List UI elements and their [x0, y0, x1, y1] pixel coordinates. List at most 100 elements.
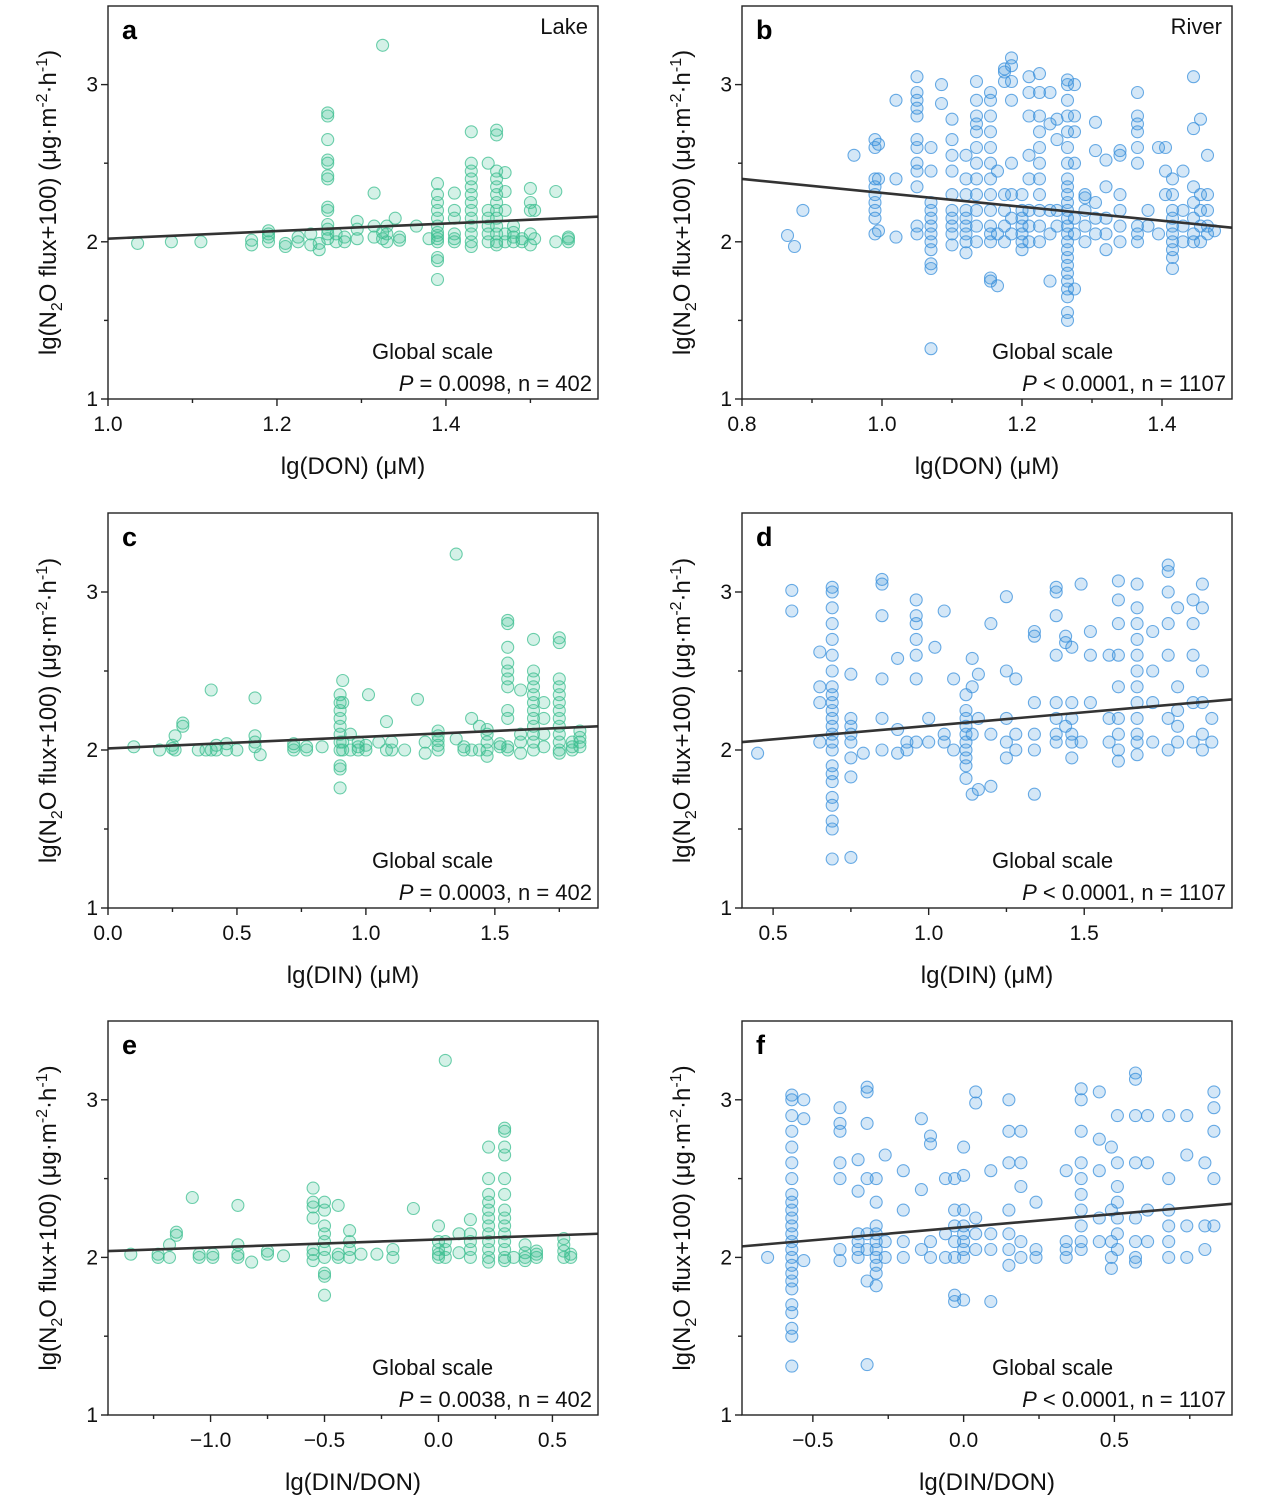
data-point	[1171, 703, 1185, 718]
data-point	[797, 1254, 811, 1268]
data-point	[1059, 1164, 1073, 1178]
data-point	[868, 172, 882, 186]
data-point	[321, 169, 335, 183]
data-point	[573, 735, 587, 749]
data-point	[1146, 624, 1160, 639]
data-point	[1180, 1109, 1194, 1123]
panel-e: 123−1.0 −0.5 0.0 0.5lg(DIN/DON)lg(N2O flux+…	[34, 1020, 599, 1496]
data-point	[317, 1219, 332, 1233]
data-point	[999, 751, 1013, 765]
data-point	[438, 1053, 452, 1067]
data-point	[245, 1255, 259, 1269]
data-point	[1162, 1109, 1176, 1123]
data-point	[482, 1140, 496, 1154]
data-point	[957, 1203, 971, 1217]
data-point	[1193, 188, 1208, 202]
data-point	[317, 1266, 332, 1280]
data-point	[194, 235, 208, 249]
x-tick-label: 0.5	[1100, 1429, 1129, 1452]
data-point	[1032, 85, 1047, 100]
y-label-part: O flux+100) (μg·m	[35, 1123, 62, 1318]
data-point	[498, 1121, 512, 1135]
data-point	[1193, 112, 1208, 126]
data-point	[959, 148, 973, 162]
data-point	[922, 735, 936, 749]
data-point	[1128, 1066, 1143, 1080]
x-tick-label: 1.0	[914, 922, 943, 945]
x-tick-label: 0.5	[538, 1429, 567, 1452]
data-point	[910, 85, 924, 100]
regression-line	[742, 698, 1232, 744]
y-label-part: lg(N	[669, 1327, 696, 1371]
data-point	[1065, 696, 1079, 710]
data-point	[231, 1250, 245, 1264]
data-point	[343, 1224, 357, 1238]
data-point	[1043, 85, 1057, 100]
x-tick-label: 1.5	[480, 922, 509, 945]
y-tick-label: 2	[720, 231, 732, 254]
data-point	[896, 1203, 910, 1217]
data-point	[1162, 1250, 1176, 1264]
x-tick-label: 1.0	[351, 922, 380, 945]
plot-frame	[741, 1020, 1233, 1416]
data-point	[1002, 1124, 1016, 1138]
y-label-part: O flux+100) (μg·m	[35, 616, 62, 811]
data-point	[306, 1211, 320, 1225]
data-point	[914, 1112, 928, 1126]
data-point	[564, 1247, 578, 1261]
panel-type-label: River	[1171, 14, 1222, 39]
data-point	[1130, 632, 1144, 646]
data-point	[1186, 122, 1201, 136]
data-point	[490, 123, 504, 137]
data-point	[1130, 664, 1144, 678]
data-point	[948, 1250, 962, 1264]
data-point	[1130, 748, 1144, 762]
data-point	[231, 1247, 245, 1261]
panel-letter: c	[122, 522, 137, 552]
data-point	[875, 672, 889, 686]
data-point	[1198, 1219, 1212, 1233]
data-point	[206, 1250, 220, 1264]
data-point	[1186, 648, 1200, 662]
data-point	[321, 203, 335, 217]
x-tick-label: 0.5	[759, 922, 788, 945]
data-point	[896, 1250, 910, 1264]
data-point	[1014, 1156, 1028, 1170]
data-point	[889, 172, 903, 186]
data-point	[1165, 188, 1180, 202]
data-point	[1180, 1250, 1194, 1264]
data-point	[1110, 1242, 1124, 1257]
stat-text: < 0.0001, n = 1107	[1037, 371, 1226, 396]
plot-frame	[107, 1020, 599, 1416]
data-point	[1141, 203, 1155, 217]
data-point	[379, 715, 394, 729]
data-point	[418, 735, 432, 749]
data-point	[871, 172, 886, 186]
annotation-stats: P < 0.0001, n = 1107	[1022, 880, 1226, 905]
y-tick-label: 2	[720, 1246, 732, 1269]
y-label-part: 2	[683, 810, 700, 819]
data-point	[1074, 1124, 1088, 1138]
data-point	[1022, 109, 1036, 123]
data-point	[1128, 1250, 1143, 1264]
regression-line	[108, 215, 598, 240]
data-point	[1004, 188, 1019, 202]
data-point	[1074, 577, 1088, 591]
data-point	[751, 746, 765, 760]
data-point	[787, 239, 802, 254]
data-point	[945, 203, 959, 217]
data-point	[875, 609, 889, 623]
data-point	[1027, 727, 1041, 741]
plot-frame	[107, 5, 599, 400]
data-point	[1130, 109, 1145, 123]
data-point	[1049, 609, 1063, 623]
data-point	[1110, 1156, 1124, 1170]
y-label-part: 2	[683, 1318, 700, 1327]
data-point	[465, 711, 479, 725]
data-point	[833, 1156, 847, 1170]
data-point	[844, 770, 858, 784]
data-point	[924, 257, 938, 271]
data-point	[1128, 1255, 1143, 1269]
data-point	[573, 740, 587, 754]
